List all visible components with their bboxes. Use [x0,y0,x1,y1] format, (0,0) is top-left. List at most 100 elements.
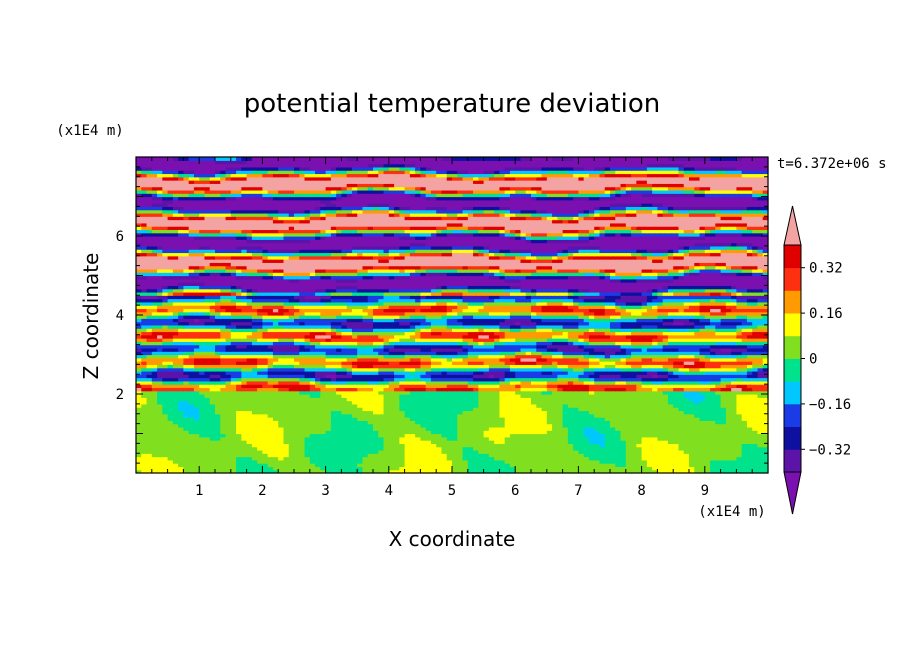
heatmap-cell [531,410,537,415]
heatmap-cell [257,469,263,474]
heatmap-cell [404,453,411,458]
heatmap-cell [725,456,732,461]
heatmap-cell [373,380,379,385]
heatmap-cell [394,380,400,385]
heatmap-cell [320,463,327,468]
heatmap-cell [409,466,416,471]
heatmap-cell [257,397,263,402]
heatmap-cell [441,403,448,408]
heatmap-cell [515,463,522,468]
heatmap-cell [689,430,695,435]
heatmap-cell [441,377,448,382]
heatmap-cell [694,440,701,444]
heatmap-cell [136,413,142,418]
heatmap-cell [757,400,764,405]
heatmap-cell [420,456,427,461]
heatmap-cell [710,407,716,412]
heatmap-cell [278,423,285,428]
heatmap-cell [536,387,543,392]
heatmap-cell [515,453,522,458]
heatmap-cell [520,380,527,385]
heatmap-cell [409,436,416,441]
heatmap-cell [183,413,190,418]
heatmap-cell [604,387,611,392]
heatmap-cell [457,407,464,412]
heatmap-cell [383,377,390,382]
heatmap-cell [478,400,485,405]
heatmap-cell [441,407,448,412]
heatmap-cell [689,380,695,385]
heatmap-cell [383,380,390,385]
heatmap-cell [752,463,759,468]
heatmap-cell [552,453,558,458]
heatmap-cell [357,410,364,415]
heatmap-cell [373,449,379,454]
heatmap-cell [151,456,158,461]
heatmap-cell [193,403,200,408]
heatmap-cell [446,384,453,389]
heatmap-cell [246,446,253,451]
heatmap-cell [636,390,643,395]
heatmap-cell [573,443,579,448]
heatmap-cell [757,397,764,402]
heatmap-cell [220,417,227,421]
heatmap-cell [288,453,295,458]
heatmap-cell [388,426,395,431]
heatmap-cell [552,443,558,448]
heatmap-cell [578,377,585,382]
heatmap-cell [373,410,379,415]
heatmap-cell [478,433,485,438]
heatmap-cell [452,436,458,441]
heatmap-cell [262,443,269,448]
heatmap-cell [236,443,242,448]
heatmap-cell [752,403,759,408]
heatmap-cell [373,370,379,375]
heatmap-cell [762,463,769,468]
heatmap-cell [699,466,706,471]
heatmap-cell [388,403,395,408]
heatmap-cell [683,413,690,418]
heatmap-cell [241,463,248,468]
heatmap-cell [662,433,669,438]
heatmap-cell [330,361,337,365]
heatmap-cell [715,446,722,451]
heatmap-cell [336,436,342,441]
heatmap-cell [399,390,406,395]
heatmap-cell [288,430,295,435]
heatmap-cell [741,436,748,441]
heatmap-cell [725,400,732,405]
heatmap-cell [725,469,732,474]
heatmap-cell [457,364,464,369]
heatmap-cell [520,430,527,435]
heatmap-cell [762,403,769,408]
heatmap-cell [251,456,258,461]
heatmap-cell [309,449,316,454]
heatmap-cell [294,417,300,421]
heatmap-cell [488,459,495,464]
heatmap-cell [631,384,637,389]
heatmap-cell [404,390,411,395]
heatmap-cell [146,407,153,412]
heatmap-cell [504,390,511,395]
heatmap-cell [157,400,163,405]
heatmap-cell [341,400,348,405]
heatmap-cell [699,469,706,474]
heatmap-cell [641,410,648,415]
heatmap-cell [146,400,153,405]
heatmap-cell [141,407,148,412]
heatmap-cell [157,367,163,372]
heatmap-cell [631,417,637,421]
heatmap-cell [625,390,632,395]
heatmap-cell [172,420,179,425]
heatmap-cell [225,364,232,369]
heatmap-cell [652,436,658,441]
heatmap-cell [657,400,664,405]
heatmap-cell [404,426,411,431]
heatmap-cell [488,449,495,454]
heatmap-cell [573,449,579,454]
heatmap-cell [199,394,206,398]
heatmap-cell [689,423,695,428]
heatmap-cell [520,407,527,412]
heatmap-cell [315,403,321,408]
heatmap-cell [294,377,300,382]
